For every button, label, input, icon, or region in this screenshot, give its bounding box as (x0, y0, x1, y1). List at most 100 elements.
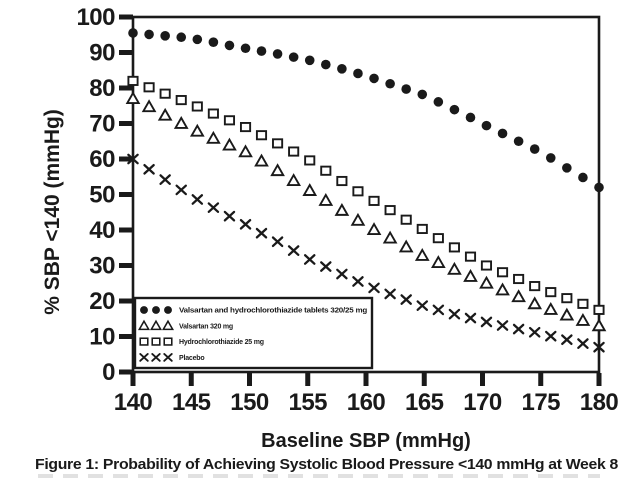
legend-label: Hydrochlorothiazide 25 mg (179, 339, 264, 346)
filled-circle-marker (152, 306, 160, 314)
x-tick-mark (305, 373, 311, 386)
filled-circle-marker (140, 306, 148, 314)
open-triangle-marker (270, 163, 285, 177)
y-tick-mark (119, 334, 133, 339)
y-tick-mark (119, 369, 133, 375)
y-tick-mark (119, 192, 133, 197)
open-triangle-marker (149, 319, 163, 331)
x-cross-marker (143, 163, 155, 175)
figure-caption: Figure 1: Probability of Achieving Systo… (35, 456, 618, 473)
open-square-marker (191, 101, 203, 112)
filled-circle-marker (304, 55, 315, 66)
x-cross-marker (496, 320, 509, 331)
x-cross-marker (255, 227, 268, 239)
open-triangle-marker (222, 137, 237, 151)
open-square-marker (400, 214, 412, 225)
x-cross-marker (127, 153, 139, 165)
open-square-marker (163, 337, 173, 346)
x-tick-label: 155 (288, 389, 327, 416)
y-tick-label: 0 (102, 359, 115, 386)
filled-circle-marker (385, 78, 395, 89)
x-cross-marker (239, 218, 252, 230)
open-square-marker (304, 155, 316, 166)
open-triangle-marker (431, 255, 446, 269)
x-tick-mark (247, 373, 252, 386)
open-square-marker (561, 293, 573, 304)
y-tick-mark (119, 227, 133, 233)
open-triangle-marker (543, 302, 559, 315)
x-cross-marker (512, 323, 525, 335)
x-tick-label: 145 (172, 389, 211, 416)
open-triangle-marker (559, 307, 575, 321)
open-square-marker (320, 165, 332, 176)
x-cross-marker (223, 210, 236, 222)
filled-circle-marker (192, 34, 203, 45)
x-tick-label: 165 (405, 389, 444, 416)
y-axis-title: % SBP <140 (mmHg) (41, 109, 64, 315)
y-tick-mark (119, 85, 133, 91)
x-cross-marker (191, 194, 204, 205)
y-tick-label: 70 (89, 111, 115, 138)
y-tick-label: 20 (89, 288, 115, 315)
open-square-marker (139, 337, 149, 346)
y-axis-ticks: 0 10 20 30 40 50 60 70 80 90 100 (76, 4, 133, 386)
open-triangle-marker (286, 173, 301, 187)
open-square-marker (496, 267, 509, 278)
legend-row: Hydrochlorothiazide 25 mg (139, 337, 264, 346)
filled-circle-marker (578, 172, 588, 183)
open-triangle-marker (137, 319, 151, 331)
open-triangle-marker (463, 268, 478, 282)
open-square-marker (480, 260, 493, 271)
open-square-marker (448, 242, 460, 253)
open-triangle-marker (189, 123, 205, 137)
y-tick-mark (119, 14, 133, 20)
open-square-marker (336, 175, 348, 187)
filled-circle-marker (240, 43, 251, 54)
x-cross-marker (139, 353, 149, 362)
open-triangle-marker (479, 275, 494, 289)
x-cross-marker (416, 300, 429, 311)
filled-circle-marker (594, 182, 604, 193)
x-tick-label: 150 (230, 389, 269, 416)
y-tick-mark (119, 50, 133, 55)
open-square-marker (272, 138, 284, 149)
x-cross-marker (159, 174, 171, 185)
y-tick-label: 60 (89, 146, 115, 173)
filled-circle-marker (497, 128, 508, 139)
open-triangle-marker (254, 153, 269, 167)
open-triangle-marker (350, 212, 366, 226)
y-tick-label: 40 (89, 217, 115, 244)
filled-circle-marker (417, 89, 428, 100)
filled-circle-marker (481, 120, 492, 131)
y-tick-label: 100 (76, 4, 115, 31)
filled-circle-marker (369, 73, 379, 84)
legend-label: Valsartan 320 mg (179, 323, 233, 330)
x-cross-marker (163, 353, 173, 362)
open-triangle-marker (366, 222, 382, 235)
open-square-marker (288, 146, 300, 157)
x-tick-label: 180 (580, 389, 619, 416)
open-square-marker (513, 273, 525, 285)
x-axis-title: Baseline SBP (mmHg) (261, 430, 471, 452)
x-cross-marker (432, 304, 445, 316)
x-cross-marker (175, 184, 187, 196)
x-cross-marker (336, 268, 348, 280)
x-tick-mark (421, 373, 427, 386)
x-tick-mark (480, 373, 485, 386)
y-tick-mark (119, 156, 133, 162)
open-square-marker (593, 304, 605, 315)
data-series (125, 28, 607, 353)
legend-label: Placebo (179, 355, 204, 362)
open-square-marker (159, 88, 171, 99)
filled-circle-marker (353, 68, 363, 79)
y-tick-label: 50 (89, 182, 115, 209)
legend-row: Valsartan 320 mg (137, 319, 233, 331)
legend-label: Valsartan and hydrochlorothiazide tablet… (179, 308, 367, 315)
open-square-marker (239, 121, 252, 133)
open-triangle-marker (302, 183, 318, 196)
x-cross-marker (384, 288, 396, 300)
open-triangle-marker (511, 289, 526, 303)
x-cross-marker (528, 326, 541, 338)
